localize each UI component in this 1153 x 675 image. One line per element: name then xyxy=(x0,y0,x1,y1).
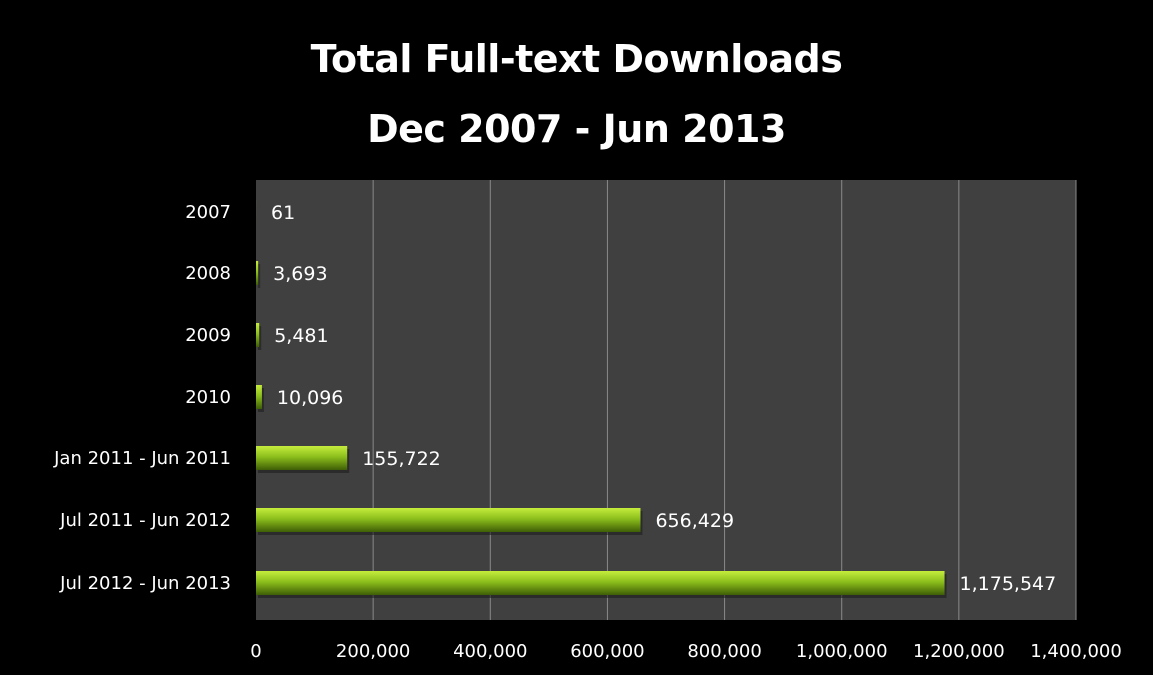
data-label: 155,722 xyxy=(362,448,441,470)
data-label: 3,693 xyxy=(273,263,327,285)
x-tick-label: 200,000 xyxy=(336,641,410,662)
y-category-label: Jul 2011 - Jun 2012 xyxy=(59,510,231,531)
bar xyxy=(256,323,260,347)
bar xyxy=(256,508,641,532)
data-labels: 61 3,693 5,481 10,096 155,722 656,429 1,175,54… xyxy=(271,202,1056,595)
gridlines xyxy=(372,180,1077,620)
value-axis: 0 200,000 400,000 600,000 800,000 1,000,000 1,… xyxy=(250,641,1122,662)
y-category-label: Jul 2012 - Jun 2013 xyxy=(59,573,231,594)
x-tick-label: 800,000 xyxy=(687,641,761,662)
chart-title: Total Full-text Downloads xyxy=(310,37,843,81)
x-tick-label: 1,000,000 xyxy=(796,641,888,662)
y-category-label: 2008 xyxy=(185,263,231,284)
data-label: 5,481 xyxy=(274,325,328,347)
bar xyxy=(256,571,945,595)
y-category-label: 2009 xyxy=(185,325,231,346)
bar xyxy=(256,261,259,285)
y-category-label: Jan 2011 - Jun 2011 xyxy=(53,448,231,469)
data-label: 10,096 xyxy=(277,387,343,409)
category-axis: 2007 2008 2009 2010 Jan 2011 - Jun 2011 Jul 2… xyxy=(53,202,231,594)
bar xyxy=(256,446,348,470)
bars xyxy=(256,200,947,598)
chart-subtitle: Dec 2007 - Jun 2013 xyxy=(367,107,786,151)
x-tick-label: 400,000 xyxy=(453,641,527,662)
data-label: 1,175,547 xyxy=(960,573,1057,595)
x-tick-label: 1,200,000 xyxy=(913,641,1005,662)
bar-shadow xyxy=(258,264,261,288)
y-category-label: 2010 xyxy=(185,387,231,408)
data-label: 61 xyxy=(271,202,295,224)
y-category-label: 2007 xyxy=(185,202,231,223)
plot-area xyxy=(256,180,1076,620)
bar-shadow xyxy=(258,326,262,350)
x-tick-label: 0 xyxy=(250,641,261,662)
x-tick-label: 1,400,000 xyxy=(1030,641,1122,662)
data-label: 656,429 xyxy=(655,510,734,532)
bar xyxy=(256,385,262,409)
x-tick-label: 600,000 xyxy=(570,641,644,662)
